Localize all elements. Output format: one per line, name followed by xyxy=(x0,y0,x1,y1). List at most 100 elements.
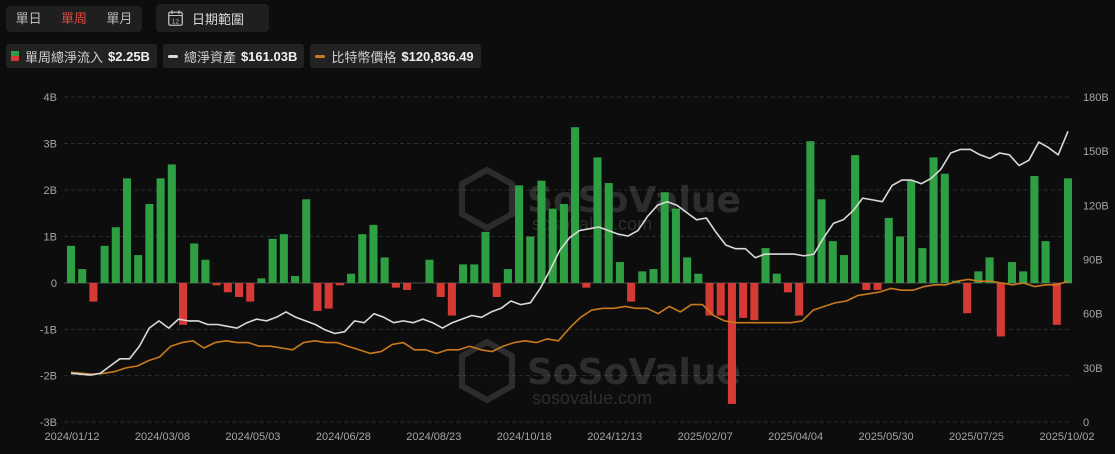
flow-bar xyxy=(481,231,490,283)
flow-bar xyxy=(391,283,400,288)
x-tick-label: 2024/08/23 xyxy=(406,431,461,443)
y-left-tick-label: 4B xyxy=(44,92,57,104)
flow-bar xyxy=(627,283,636,302)
flow-bar xyxy=(122,178,132,283)
x-tick-label: 2024/01/12 xyxy=(44,431,99,443)
y-right-tick-label: 30B xyxy=(1083,363,1103,375)
interval-tabs: 單日 單周 單月 xyxy=(6,6,142,32)
flow-bar xyxy=(257,278,266,283)
legend-value: $120,836.49 xyxy=(401,48,474,64)
watermark-bottom: SoSoValue sosovalue.com xyxy=(459,338,741,408)
flow-bar xyxy=(660,192,669,283)
tab-daily[interactable]: 單日 xyxy=(15,11,42,26)
legend-value: $2.25B xyxy=(108,48,150,64)
flow-bar xyxy=(526,236,535,283)
y-right-tick-label: 90B xyxy=(1083,255,1103,267)
y-right-tick-label: 60B xyxy=(1083,309,1103,321)
date-range-button[interactable]: 12 日期範圍 xyxy=(156,4,269,32)
flow-bar xyxy=(974,271,983,283)
flow-bar xyxy=(671,208,680,283)
flow-bar xyxy=(694,273,703,283)
y-left-tick-label: -1B xyxy=(40,324,57,336)
flow-bar xyxy=(739,283,748,318)
flow-bar xyxy=(985,257,994,283)
y-right-tick-label: 180B xyxy=(1083,92,1109,104)
flow-bar xyxy=(683,257,692,283)
flow-bar xyxy=(862,283,871,290)
calendar-icon: 12 xyxy=(168,10,183,26)
flow-bar xyxy=(178,283,188,325)
x-tick-label: 2025/04/04 xyxy=(768,431,823,443)
flow-bar xyxy=(1041,241,1050,283)
legend-label: 單周總淨流入 xyxy=(25,49,104,65)
flow-bar xyxy=(727,283,736,404)
legend-label: 總淨資產 xyxy=(183,49,236,65)
flow-bar xyxy=(895,236,904,283)
bitcoin-price-line xyxy=(70,278,1069,376)
flow-bar xyxy=(66,245,76,283)
x-tick-label: 2025/02/07 xyxy=(678,431,733,443)
y-left-tick-label: -2B xyxy=(40,371,57,383)
y-right-tick-label: 120B xyxy=(1083,200,1109,212)
tab-weekly[interactable]: 單周 xyxy=(60,11,87,26)
total-net-assets-line xyxy=(70,130,1069,376)
flow-bar xyxy=(615,262,624,283)
axis-labels: 4B 3B 2B 1B 0 -1B -2B -3B 180B 150B 120B 90B 60B 30B 0… xyxy=(40,92,1109,443)
y-right-tick-label: 150B xyxy=(1083,146,1109,158)
flow-bar xyxy=(78,269,87,283)
watermark-brand: SoSoValue xyxy=(527,352,741,393)
grid-lines xyxy=(64,96,1072,423)
flow-bar xyxy=(582,283,591,288)
flow-bar xyxy=(134,255,143,283)
flow-bar xyxy=(447,283,456,316)
flow-bar xyxy=(111,227,120,283)
y-right-tick-label: 0 xyxy=(1083,417,1089,429)
flow-bar xyxy=(223,283,232,293)
series-lines xyxy=(70,130,1069,376)
legend-bitcoin-price[interactable]: 比特幣價格 $120,836.49 xyxy=(310,44,481,68)
flow-bar xyxy=(358,234,367,283)
flow-bar xyxy=(1007,262,1017,283)
x-tick-label: 2025/07/25 xyxy=(949,431,1004,443)
x-tick-label: 2025/10/02 xyxy=(1039,431,1094,443)
svg-text:12: 12 xyxy=(172,18,180,25)
flow-bar xyxy=(100,245,109,283)
legend-weekly-net-inflow[interactable]: 單周總淨流入 $2.25B xyxy=(6,44,157,68)
flow-bar xyxy=(89,283,98,302)
flow-bar xyxy=(929,157,938,283)
flow-bar xyxy=(190,243,199,283)
flow-bar xyxy=(335,283,344,286)
flow-bar xyxy=(279,234,288,283)
y-left-tick-label: 2B xyxy=(44,185,57,197)
tab-monthly[interactable]: 單月 xyxy=(106,11,133,26)
flow-bar xyxy=(559,203,568,283)
flow-bar xyxy=(246,283,255,302)
x-tick-label: 2025/05/30 xyxy=(859,431,914,443)
flow-bar xyxy=(492,283,501,297)
y-left-tick-label: 1B xyxy=(44,232,57,244)
flow-bar xyxy=(548,208,557,283)
x-tick-label: 2024/12/13 xyxy=(587,431,642,443)
flow-bar xyxy=(638,271,647,283)
flow-bar xyxy=(649,269,658,283)
green-red-bar-swatch-icon xyxy=(11,51,19,61)
legend-value: $161.03B xyxy=(240,48,298,64)
watermark-url: sosovalue.com xyxy=(532,388,652,408)
flow-bar xyxy=(347,273,356,283)
flow-bar xyxy=(1019,271,1028,283)
flow-bar xyxy=(918,248,927,283)
flow-bar xyxy=(593,157,602,283)
orange-line-swatch-icon xyxy=(315,54,326,58)
flow-bar xyxy=(459,264,468,283)
x-tick-label: 2024/06/28 xyxy=(316,431,371,443)
flow-bar xyxy=(604,183,613,283)
white-line-swatch-icon xyxy=(167,54,178,58)
flow-bar xyxy=(212,283,221,286)
flow-bar xyxy=(1030,176,1039,283)
legend-total-net-assets[interactable]: 總淨資產 $161.03B xyxy=(162,44,305,68)
y-left-tick-label: 3B xyxy=(44,139,57,151)
flow-bar xyxy=(425,259,434,283)
sosovalue-logo-icon xyxy=(459,166,515,232)
flow-bar xyxy=(750,283,759,321)
flow-bar xyxy=(761,248,770,283)
